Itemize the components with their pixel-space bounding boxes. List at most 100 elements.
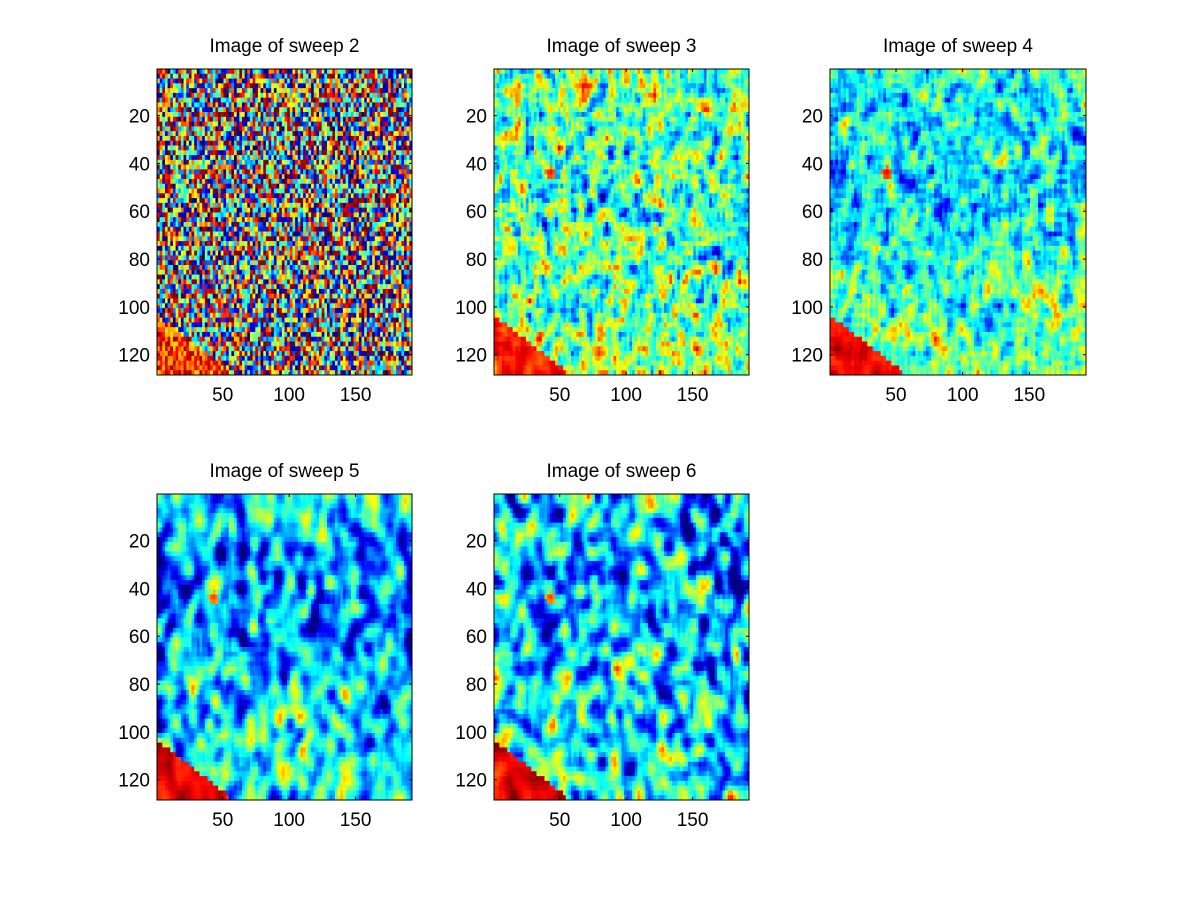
heatmap-cell [196,308,200,314]
heatmap-cell [180,116,184,122]
heatmap-cell [226,121,230,127]
heatmap-cell [204,231,208,237]
heatmap-cell [380,131,384,137]
heatmap-cell [393,178,397,185]
heatmap-cell [348,97,352,103]
heatmap-cell [289,245,293,252]
heatmap-cell [297,236,301,242]
heatmap-cell [218,198,222,204]
heatmap-cell [175,188,179,194]
heatmap-cell [281,260,285,266]
heatmap-cell [175,298,179,304]
heatmap-cell [175,155,179,161]
heatmap-cell [342,102,346,108]
heatmap-cell [255,260,259,266]
heatmap-cell [231,236,235,242]
heatmap-cell [390,164,394,170]
heatmap-cell [265,164,269,170]
heatmap-cell [236,169,240,175]
heatmap-cell [303,169,307,175]
heatmap-cell [281,312,285,318]
heatmap-cell [180,174,184,180]
heatmap-cell [308,207,312,213]
heatmap-cell [385,116,389,122]
heatmap-cell [305,145,309,151]
heatmap-cell [180,92,184,99]
heatmap-cell [324,140,328,146]
heatmap-cell [361,174,365,180]
heatmap-cell [186,274,190,280]
heatmap-cell [242,140,246,146]
heatmap-cell [191,97,195,103]
heatmap-cell [196,207,200,213]
heatmap-cell [223,193,227,199]
heatmap-cell [300,207,304,213]
heatmap-cell [186,69,190,75]
heatmap-cell [321,155,325,161]
heatmap-cell [276,92,280,99]
heatmap-cell [167,159,171,165]
heatmap-cell [265,222,269,228]
heatmap-cell [332,126,336,132]
heatmap-cell [404,97,408,103]
heatmap-cell [268,217,272,223]
heatmap-cell [353,126,357,132]
heatmap-cell [337,112,341,118]
heatmap-cell [247,73,251,79]
heatmap-cell [396,260,400,266]
heatmap-cell [374,164,378,170]
heatmap-cell [292,183,296,189]
heatmap-cell [196,293,200,299]
heatmap-cell [172,241,176,247]
heatmap-cell [345,164,349,170]
heatmap-cell [276,112,280,118]
heatmap-cell [255,231,259,237]
heatmap-cell [265,126,269,132]
heatmap-cell [191,164,195,170]
heatmap-cell [202,255,206,261]
heatmap-cell [308,73,312,79]
heatmap-cell [334,155,338,161]
heatmap-cell [372,145,376,151]
heatmap-cell [159,288,163,295]
heatmap-cell [210,97,214,103]
heatmap-cell [164,140,168,146]
heatmap-cell [287,207,291,213]
heatmap-cell [194,88,198,94]
heatmap-cell [260,236,264,242]
heatmap-cell [281,155,285,161]
heatmap-cell [202,88,206,94]
heatmap-cell [281,207,285,213]
heatmap-cell [244,116,248,122]
heatmap-cell [284,169,288,175]
heatmap-cell [210,188,214,194]
heatmap-cell [239,150,243,156]
heatmap-cell [191,212,195,218]
heatmap-cell [157,178,161,185]
heatmap-cell [345,135,349,142]
heatmap-cell [342,112,346,118]
heatmap-cell [231,88,235,94]
heatmap-cell [297,293,301,299]
heatmap-cell [271,250,275,256]
heatmap-cell [396,298,400,304]
heatmap-cell [308,183,312,189]
heatmap-cell [356,303,360,309]
heatmap-cell [180,121,184,127]
heatmap-cell [210,164,214,170]
heatmap-cell [172,245,176,252]
heatmap-cell [297,121,301,127]
heatmap-cell [164,164,168,170]
heatmap-cell [242,159,246,165]
heatmap-cell [271,288,275,295]
heatmap-cell [244,212,248,218]
heatmap-cell [236,236,240,242]
heatmap-cell [409,131,413,137]
heatmap-cell [292,212,296,218]
heatmap-cell [369,303,373,309]
heatmap-cell [247,255,251,261]
heatmap-cell [242,298,246,304]
heatmap-cell [247,193,251,199]
heatmap-cell [388,150,392,156]
heatmap-cell [164,265,168,271]
